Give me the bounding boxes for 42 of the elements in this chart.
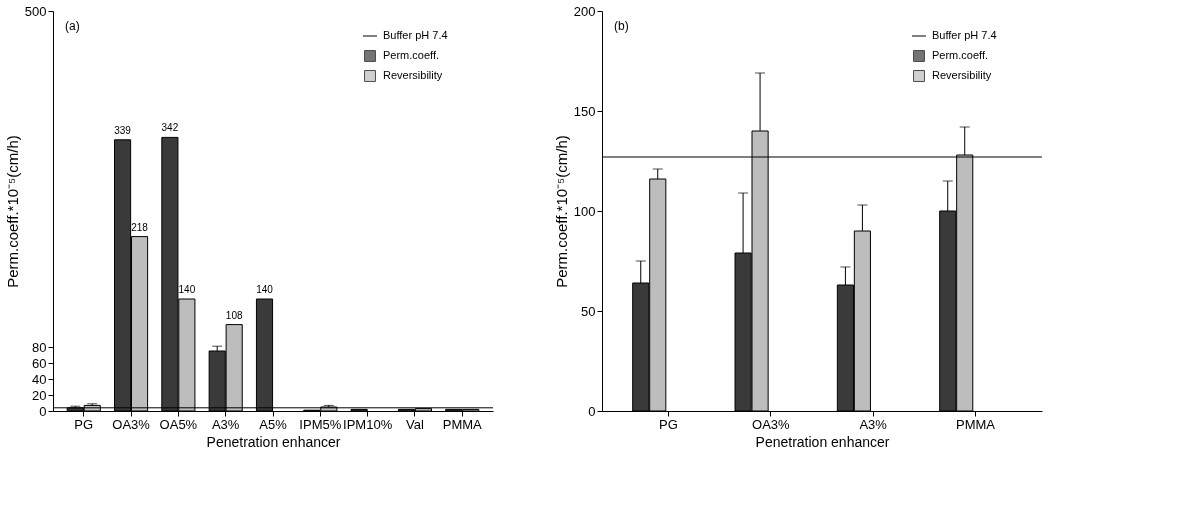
x-tick-label: A3%	[211, 416, 240, 432]
x-tick-label: PG	[74, 416, 94, 432]
y-tick-label: 200	[573, 3, 596, 19]
data-label: 342	[161, 122, 179, 134]
x-axis-title: Penetration enhancer	[755, 433, 890, 450]
y-tick-label: 150	[573, 103, 596, 119]
x-axis-title: Penetration enhancer	[206, 433, 341, 450]
x-tick-label: PG	[659, 416, 678, 432]
x-tick-label: Val	[406, 416, 424, 432]
y-tick-label: 0	[588, 403, 596, 419]
y-tick-label: 0	[39, 403, 47, 419]
y-tick-label: 80	[32, 339, 47, 355]
legend-label: Reversibility	[932, 69, 992, 81]
legend-label: Buffer pH 7.4	[932, 29, 997, 41]
data-label: 339	[114, 124, 132, 136]
x-tick-label: OA3%	[112, 416, 151, 432]
x-tick-label: IPM5%	[299, 416, 342, 432]
y-tick-label: 60	[32, 355, 47, 371]
legend-label: Buffer pH 7.4	[383, 29, 448, 41]
legend-label: Perm.coeff.	[383, 49, 440, 61]
y-tick-label: 500	[24, 3, 47, 19]
data-label: 140	[256, 284, 274, 295]
y-axis-title: Perm.coeff.*10⁻⁵(cm/h)	[3, 135, 21, 288]
y-axis-title: Perm.coeff.*10⁻⁵(cm/h)	[552, 135, 570, 288]
x-tick-label: A5%	[259, 416, 288, 432]
text: (b)	[614, 19, 629, 33]
legend-label: Reversibility	[383, 69, 443, 81]
x-tick-label: PMMA	[442, 416, 483, 432]
x-tick-label: OA3%	[752, 416, 791, 432]
data-label: 108	[225, 309, 243, 321]
y-tick-label: 100	[573, 203, 596, 219]
data-label: 218	[131, 221, 149, 233]
x-tick-label: A3%	[859, 416, 888, 432]
x-tick-label: IPM10%	[343, 416, 393, 432]
x-tick-label: OA5%	[159, 416, 198, 432]
text: (a)	[65, 19, 80, 33]
data-label: 140	[178, 284, 196, 295]
x-tick-label: PMMA	[955, 416, 996, 432]
y-tick-label: 40	[32, 371, 47, 387]
legend-label: Perm.coeff.	[932, 49, 989, 61]
y-tick-label: 50	[581, 303, 596, 319]
y-tick-label: 20	[32, 387, 47, 403]
